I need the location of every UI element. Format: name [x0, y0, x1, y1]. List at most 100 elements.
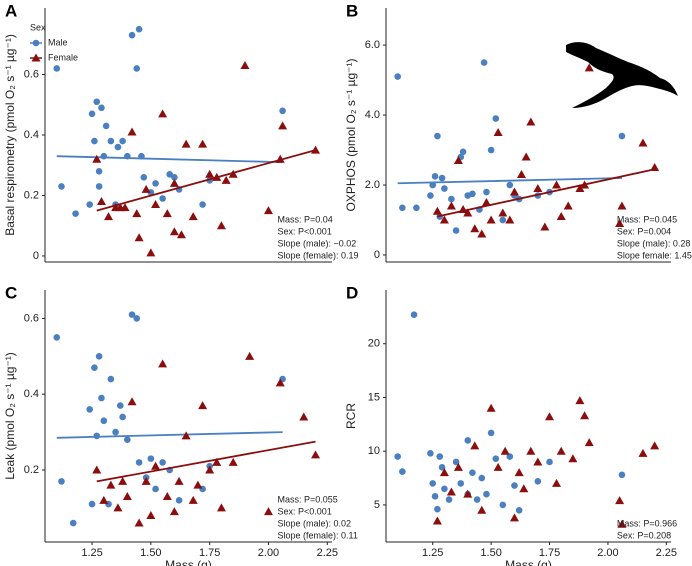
female-point — [481, 198, 491, 207]
female-point — [122, 492, 132, 501]
female-point — [463, 208, 473, 217]
female-point — [580, 411, 590, 420]
male-point — [492, 455, 500, 463]
y-axis-title: Leak (pmol O₂ s⁻¹ µg⁻¹) — [3, 352, 17, 480]
female-point — [205, 169, 215, 178]
male-point — [166, 171, 173, 178]
male-point — [413, 204, 420, 212]
female-point — [552, 180, 562, 189]
male-point — [448, 195, 455, 203]
female-point — [575, 184, 585, 193]
female-point — [453, 156, 463, 165]
annotation: Slope (male): −0.02 — [277, 238, 356, 248]
female-point — [245, 351, 255, 360]
female-point — [453, 462, 463, 471]
male-point — [152, 180, 159, 187]
x-tick-label: 1.50 — [480, 547, 501, 559]
female-point — [439, 215, 449, 224]
female-point — [486, 403, 496, 412]
male-point — [95, 353, 103, 360]
female-point — [176, 230, 186, 239]
female-point — [556, 446, 566, 455]
female-point — [446, 201, 456, 210]
male-point — [499, 501, 507, 509]
legend-title: Sex — [30, 22, 46, 32]
male-point — [438, 464, 446, 471]
y-axis-title: RCR — [344, 403, 358, 429]
male-point — [618, 132, 626, 140]
female-point — [615, 496, 625, 505]
female-point — [169, 507, 179, 516]
female-point — [311, 145, 321, 154]
lizard-silhouette — [566, 42, 678, 109]
annotation: Slope (female): 0.19 — [277, 250, 358, 260]
female-point — [568, 454, 578, 463]
y-tick-label: 0.6 — [24, 68, 39, 80]
male-point — [399, 468, 406, 475]
male-point — [473, 496, 481, 503]
female-point — [96, 197, 106, 206]
male-point — [91, 364, 98, 371]
male-point — [487, 146, 495, 154]
male-point — [116, 402, 124, 409]
y-tick-label: 4.0 — [365, 109, 380, 121]
male-point — [119, 137, 126, 145]
female-point — [439, 468, 449, 477]
female-point — [278, 121, 288, 130]
male-point — [452, 227, 460, 234]
male-point — [434, 132, 441, 140]
female-point — [498, 208, 508, 217]
female-point — [299, 412, 309, 421]
female-point — [146, 510, 156, 519]
y-tick-label: 20 — [368, 338, 380, 350]
y-tick-label: 0 — [33, 250, 39, 262]
male-point — [93, 98, 101, 106]
male-point — [434, 505, 441, 513]
female-point — [113, 503, 123, 512]
female-point — [617, 201, 627, 210]
female-point — [432, 206, 442, 215]
female-point — [193, 480, 203, 489]
female-point — [463, 489, 473, 498]
male-point — [88, 110, 96, 118]
trend-line — [56, 431, 283, 439]
y-axis-title: Basal respirometry (pmol O₂ s⁻¹ µg⁻¹) — [3, 34, 17, 236]
female-point — [470, 441, 480, 450]
male-point — [469, 190, 476, 198]
female-point — [540, 222, 550, 231]
annotation: Mass: P=0.055 — [277, 494, 337, 504]
male-point — [506, 453, 514, 460]
female-point — [556, 212, 566, 221]
male-point — [112, 428, 119, 436]
male-point — [95, 167, 103, 175]
annotation: Mass: P=0.045 — [617, 214, 677, 224]
y-tick-label: 6.0 — [365, 39, 380, 51]
female-point — [516, 170, 526, 179]
annotation: Slope (male): 0.02 — [277, 518, 351, 528]
y-tick-label: 10 — [368, 445, 380, 457]
y-axis-title: OXPHOS (pmol O₂ s⁻¹ µg⁻¹) — [344, 59, 358, 212]
female-point — [106, 480, 116, 489]
male-point — [618, 471, 626, 479]
female-point — [533, 457, 543, 466]
male-point — [487, 429, 495, 437]
female-point — [638, 138, 648, 147]
male-point — [438, 174, 446, 182]
female-point — [493, 128, 503, 137]
female-point — [188, 212, 198, 221]
male-point — [147, 455, 155, 462]
male-point — [441, 485, 448, 493]
male-point — [86, 406, 93, 413]
male-point — [53, 65, 61, 72]
annotation: Sex: P=0.004 — [617, 226, 671, 236]
x-tick-label: 1.25 — [422, 547, 443, 559]
female-point — [92, 465, 102, 474]
y-tick-label: 5 — [374, 499, 380, 511]
male-point — [506, 181, 514, 189]
female-point — [151, 461, 161, 470]
male-point — [107, 137, 115, 145]
male-point — [399, 204, 406, 212]
female-point — [92, 154, 102, 163]
